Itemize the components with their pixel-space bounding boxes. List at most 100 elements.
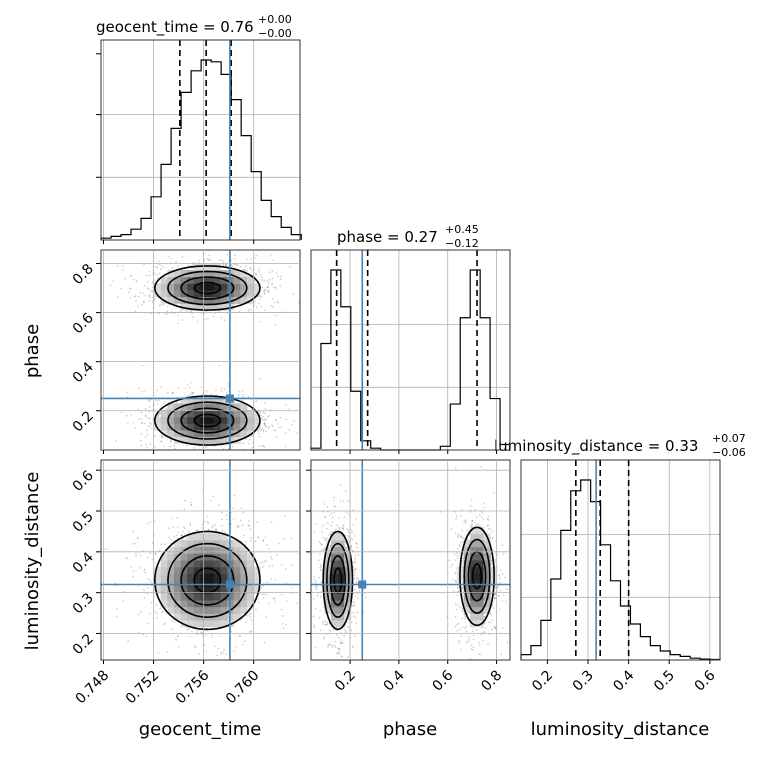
- panel-geocent-time-vs-phase-cell: [193, 283, 201, 291]
- panel-phase-vs-luminosity-distance-sample: [354, 561, 357, 564]
- panel-geocent-time-vs-phase-cell: [246, 423, 255, 431]
- panel-geocent-time-vs-phase-sample: [261, 286, 264, 289]
- panel-geocent-time-vs-luminosity-distance-cell: [213, 533, 221, 541]
- panel-geocent-time-vs-phase-sample: [133, 295, 136, 298]
- panel-geocent-time-vs-luminosity-distance-sample: [149, 552, 151, 554]
- panel-geocent-time-vs-phase-sample: [144, 389, 146, 392]
- panel-phase-vs-luminosity-distance-sample: [319, 566, 321, 569]
- panel-geocent-time-vs-phase-cell: [173, 416, 182, 424]
- panel-phase-vs-luminosity-distance-sample: [352, 589, 355, 592]
- panel-phase-vs-luminosity-distance-sample: [345, 511, 347, 514]
- panel-geocent-time-vs-phase-cell: [240, 283, 248, 291]
- panel-geocent-time-vs-phase-sample: [172, 391, 174, 394]
- panel-geocent-time-vs-luminosity-distance-cell: [180, 580, 188, 588]
- panel-geocent-time-vs-phase-cell: [207, 403, 215, 411]
- panel-phase-vs-luminosity-distance-sample: [322, 623, 324, 625]
- panel-geocent-time-vs-phase-sample: [263, 280, 266, 282]
- panel-phase-vs-luminosity-distance-sample: [345, 630, 347, 632]
- panel-phase-vs-luminosity-distance-sample: [455, 581, 458, 584]
- panel-geocent-time-vs-phase-sample: [306, 306, 308, 308]
- panel-phase-vs-luminosity-distance-sample: [323, 503, 326, 505]
- panel-phase-vs-luminosity-distance-sample: [457, 590, 459, 593]
- panel-geocent-time-vs-phase-sample: [158, 260, 160, 263]
- panel-geocent-time-vs-phase-sample: [143, 301, 145, 304]
- panel-geocent-time-vs-luminosity-distance-sample: [233, 494, 236, 497]
- panel-geocent-time-vs-phase-cell: [233, 270, 241, 278]
- panel-phase-vs-luminosity-distance-sample: [319, 563, 322, 566]
- panel-geocent-time-vs-phase-cell: [207, 296, 215, 304]
- panel-geocent-time-vs-phase-cell: [200, 283, 208, 291]
- panel-geocent-time-vs-luminosity-distance-density: [154, 533, 261, 628]
- panel-phase-vs-luminosity-distance-sample: [342, 524, 344, 527]
- panel-geocent-time-vs-luminosity-distance-cell: [233, 580, 241, 588]
- panel-phase-vs-luminosity-distance-sample: [326, 621, 328, 624]
- panel-phase-vs-luminosity-distance-sample: [328, 643, 331, 645]
- panel-geocent-time-vs-phase-sample: [275, 288, 277, 291]
- panel-geocent-time-vs-luminosity-distance-cell: [173, 613, 182, 621]
- panel-geocent-time-vs-luminosity-distance-sample: [245, 540, 247, 543]
- panel-phase-vs-luminosity-distance-sample: [319, 542, 322, 545]
- panel-geocent-time-vs-luminosity-distance-sample: [144, 571, 147, 574]
- panel-phase-vs-luminosity-distance-sample: [450, 528, 452, 530]
- panel-geocent-time-vs-phase-cell: [160, 290, 168, 298]
- panel-geocent-time-vs-luminosity-distance-sample: [146, 556, 149, 559]
- panel-geocent-time-vs-luminosity-distance-sample: [165, 612, 167, 614]
- panel-phase-vs-luminosity-distance-sample: [355, 578, 358, 581]
- panel-geocent-time-vs-phase-sample: [264, 292, 266, 295]
- panel-geocent-time-vs-luminosity-distance-sample: [255, 608, 257, 611]
- panel-geocent-time-vs-luminosity-distance-contour-3-0: [154, 530, 261, 631]
- panel-geocent-time-vs-luminosity-distance-cell: [253, 586, 261, 594]
- panel-phase-vs-luminosity-distance-sample: [338, 526, 340, 529]
- panel-geocent-time-vs-phase-sample: [141, 304, 143, 306]
- panel-geocent-time-vs-phase-sample: [185, 248, 187, 250]
- panel-geocent-time-vs-luminosity-distance-sample: [214, 645, 216, 648]
- panel-phase-vs-luminosity-distance-sample: [313, 575, 316, 578]
- panel-geocent-time-vs-phase-sample: [263, 291, 266, 294]
- title-phase-text: phase = 0.27: [337, 228, 438, 246]
- panel-phase-vs-luminosity-distance-sample: [347, 531, 350, 534]
- panel-geocent-time-vs-phase-sample: [98, 443, 100, 445]
- panel-geocent-time-vs-phase-sample: [257, 430, 259, 433]
- panel-geocent-time-vs-phase-sample: [212, 453, 214, 455]
- panel-geocent-time-vs-phase-cell: [200, 416, 208, 424]
- panel-geocent-time-vs-luminosity-distance-cell: [193, 546, 201, 554]
- panel-geocent-time-vs-luminosity-distance-sample: [146, 586, 149, 589]
- panel-geocent-time-vs-phase-sample: [191, 267, 194, 270]
- panel-phase-vs-luminosity-distance-sample: [338, 647, 340, 650]
- panel-geocent-time-vs-phase-sample: [162, 266, 164, 269]
- panel-geocent-time-vs-luminosity-distance-cell: [187, 613, 195, 621]
- panel-geocent-time-vs-phase-sample: [240, 454, 242, 456]
- panel-phase-vs-luminosity-distance-sample: [312, 615, 315, 618]
- panel-geocent-time-vs-phase-sample: [140, 433, 143, 435]
- panel-phase-vs-luminosity-distance-sample: [475, 516, 478, 519]
- panel-geocent-time-vs-phase-sample: [95, 387, 97, 389]
- panel-phase-vs-luminosity-distance-sample: [353, 604, 356, 607]
- panel-geocent-time-vs-phase-cell: [233, 430, 241, 438]
- panel-phase-vs-luminosity-distance-sample: [339, 642, 342, 644]
- panel-geocent-time-vs-luminosity-distance-sample: [237, 525, 239, 527]
- panel-geocent-time-vs-phase-cell: [207, 430, 215, 438]
- panel-geocent-time-vs-phase-cell: [213, 423, 221, 431]
- panel-phase-vs-luminosity-distance-sample: [457, 622, 460, 625]
- panel-geocent-time-vs-phase-cell: [193, 423, 201, 431]
- panel-geocent-time-vs-luminosity-distance-cell: [167, 593, 175, 601]
- panel-phase-vs-luminosity-distance-sample: [479, 653, 482, 656]
- panel-phase-vs-luminosity-distance-sample: [460, 648, 462, 651]
- panel-geocent-time-vs-phase-sample: [259, 321, 261, 323]
- panel-phase-vs-luminosity-distance-sample: [460, 635, 462, 637]
- panel-geocent-time-vs-phase-sample: [151, 282, 154, 284]
- panel-geocent-time-vs-phase-sample: [168, 255, 170, 258]
- panel-geocent-time-vs-luminosity-distance-cell: [207, 606, 215, 614]
- panel-geocent-time-vs-phase-sample: [129, 287, 132, 290]
- panel-geocent-time-vs-phase-cell: [213, 283, 221, 291]
- panel-phase-vs-luminosity-distance-sample: [450, 565, 452, 568]
- panel-phase-vs-luminosity-distance-sample: [322, 637, 325, 640]
- panel-phase-vs-luminosity-distance-sample: [472, 638, 475, 640]
- panel-geocent-time-vs-phase-sample: [206, 317, 209, 320]
- panel-geocent-time-vs-phase-cell: [246, 290, 255, 298]
- panel-phase-vs-luminosity-distance-sample: [313, 530, 315, 533]
- panel-phase-vs-luminosity-distance-sample: [331, 645, 334, 648]
- panel-geocent-time-vs-phase-sample: [148, 294, 151, 297]
- panel-geocent-time-vs-phase-sample: [300, 291, 302, 293]
- panel-geocent-time-vs-luminosity-distance-sample: [135, 552, 137, 555]
